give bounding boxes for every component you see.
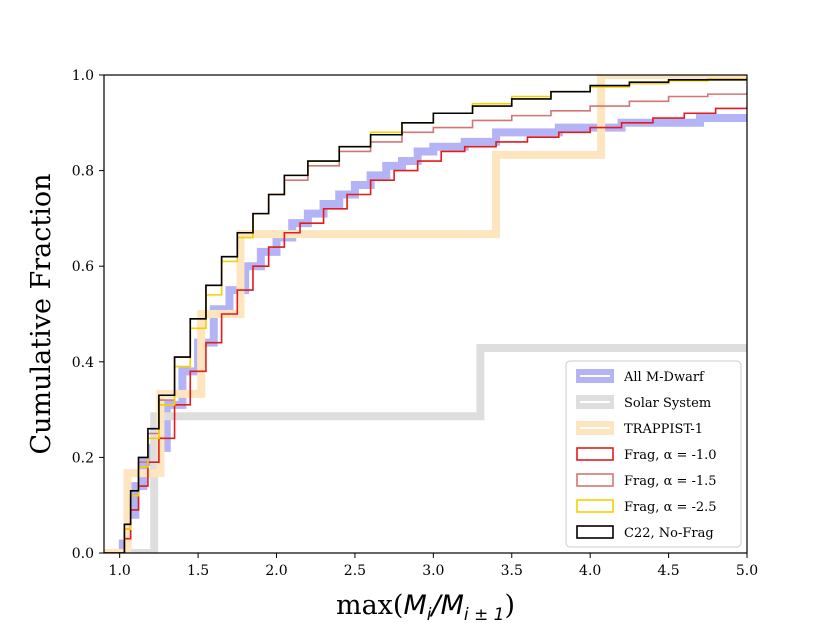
y-tick-label: 0.2: [72, 450, 94, 466]
legend-entry: All M-Dwarf: [576, 369, 705, 385]
y-axis-ticks: 0.0 0.2 0.4 0.6 0.8 1.0: [72, 68, 104, 562]
legend-label: Frag, α = -1.0: [624, 448, 717, 463]
legend-swatch: [576, 447, 614, 461]
x-tick-label: 1.0: [109, 563, 131, 579]
legend-swatch: [576, 525, 614, 539]
series-line-c22-no-frag: [104, 78, 747, 553]
x-tick-label: 3.0: [422, 563, 444, 579]
x-axis-label: max(Mi/Mi ± 1): [336, 590, 515, 623]
x-axis-ticks: 1.0 1.5 2.0 2.5 3.0 3.5 4.0 4.5 5.0: [109, 553, 758, 579]
y-tick-label: 0.0: [72, 546, 94, 562]
legend-entry: Frag, α = -1.0: [576, 447, 717, 463]
legend-label: All M-Dwarf: [623, 370, 705, 385]
legend-label: C22, No-Frag: [624, 526, 714, 541]
legend: All M-Dwarf Solar System TRAPPIST-1 Frag, α…: [565, 360, 742, 548]
y-tick-label: 0.4: [72, 355, 94, 371]
legend-label: Frag, α = -2.5: [624, 500, 717, 515]
legend-entry: Solar System: [576, 395, 711, 411]
series-line-solar-system: [104, 343, 747, 553]
x-tick-label: 2.0: [265, 563, 287, 579]
legend-swatch: [576, 499, 614, 513]
series-line-frag-1-0: [104, 106, 747, 553]
x-tick-label: 5.0: [736, 563, 758, 579]
x-tick-label: 3.5: [501, 563, 523, 579]
x-tick-label: 1.5: [187, 563, 209, 579]
x-tick-label: 4.5: [657, 563, 679, 579]
legend-entry: C22, No-Frag: [576, 525, 714, 541]
legend-label: Frag, α = -1.5: [624, 474, 717, 489]
legend-label: Solar System: [624, 396, 711, 411]
y-tick-label: 0.8: [72, 164, 94, 180]
legend-entry: Frag, α = -1.5: [576, 473, 717, 489]
y-axis-label: Cumulative Fraction: [26, 173, 57, 454]
legend-entries: All M-Dwarf Solar System TRAPPIST-1 Frag, α…: [576, 369, 717, 541]
y-tick-label: 0.6: [72, 259, 94, 275]
legend-entry: TRAPPIST-1: [576, 421, 703, 437]
x-tick-label: 2.5: [344, 563, 366, 579]
legend-label: TRAPPIST-1: [624, 422, 703, 437]
x-tick-label: 4.0: [579, 563, 601, 579]
plot-frame: [103, 74, 748, 554]
legend-entry: Frag, α = -2.5: [576, 499, 717, 515]
y-tick-label: 1.0: [72, 68, 94, 84]
legend-swatch: [576, 473, 614, 487]
series-layer: [104, 75, 747, 553]
